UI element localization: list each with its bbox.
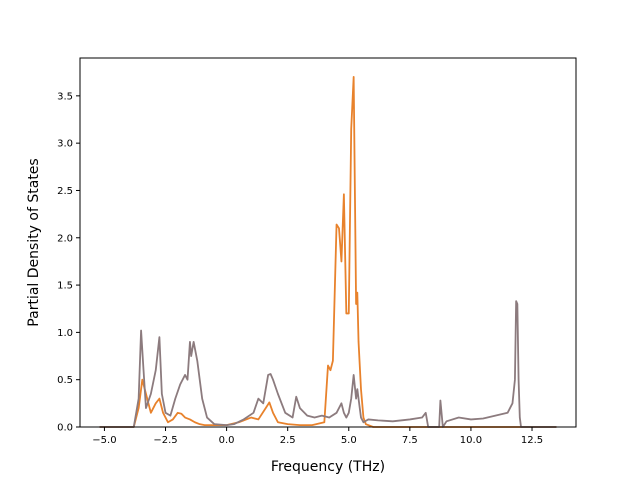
y-tick-label: 2.5 <box>57 186 73 197</box>
y-tick-label: 1.0 <box>57 328 73 339</box>
y-tick-label: 0.0 <box>57 423 73 434</box>
series-line-1 <box>99 76 557 428</box>
plot-frame <box>79 57 577 428</box>
x-axis-ticks: −5.0 −2.5 0.0 2.5 5.0 7.5 10.0 12.5 <box>92 427 543 446</box>
x-tick-label: −5.0 <box>92 435 116 446</box>
y-axis-ticks: 0.0 0.5 1.0 1.5 2.0 2.5 3.0 3.5 <box>57 91 80 434</box>
y-tick-label: 1.5 <box>57 281 73 292</box>
x-tick-label: 5.0 <box>341 435 357 446</box>
series-layer <box>99 76 557 428</box>
x-tick-label: 2.5 <box>280 435 296 446</box>
x-tick-label: 7.5 <box>402 435 418 446</box>
x-tick-label: 0.0 <box>219 435 235 446</box>
x-tick-label: 12.5 <box>521 435 543 446</box>
x-tick-label: −2.5 <box>153 435 177 446</box>
x-tick-label: 10.0 <box>460 435 482 446</box>
x-axis-label: Frequency (THz) <box>271 459 385 475</box>
y-tick-label: 3.0 <box>57 139 73 150</box>
y-tick-label: 0.5 <box>57 375 73 386</box>
y-axis-label: Partial Density of States <box>26 158 42 326</box>
y-tick-label: 2.0 <box>57 233 73 244</box>
y-tick-label: 3.5 <box>57 91 73 102</box>
series-line-2 <box>99 300 557 428</box>
